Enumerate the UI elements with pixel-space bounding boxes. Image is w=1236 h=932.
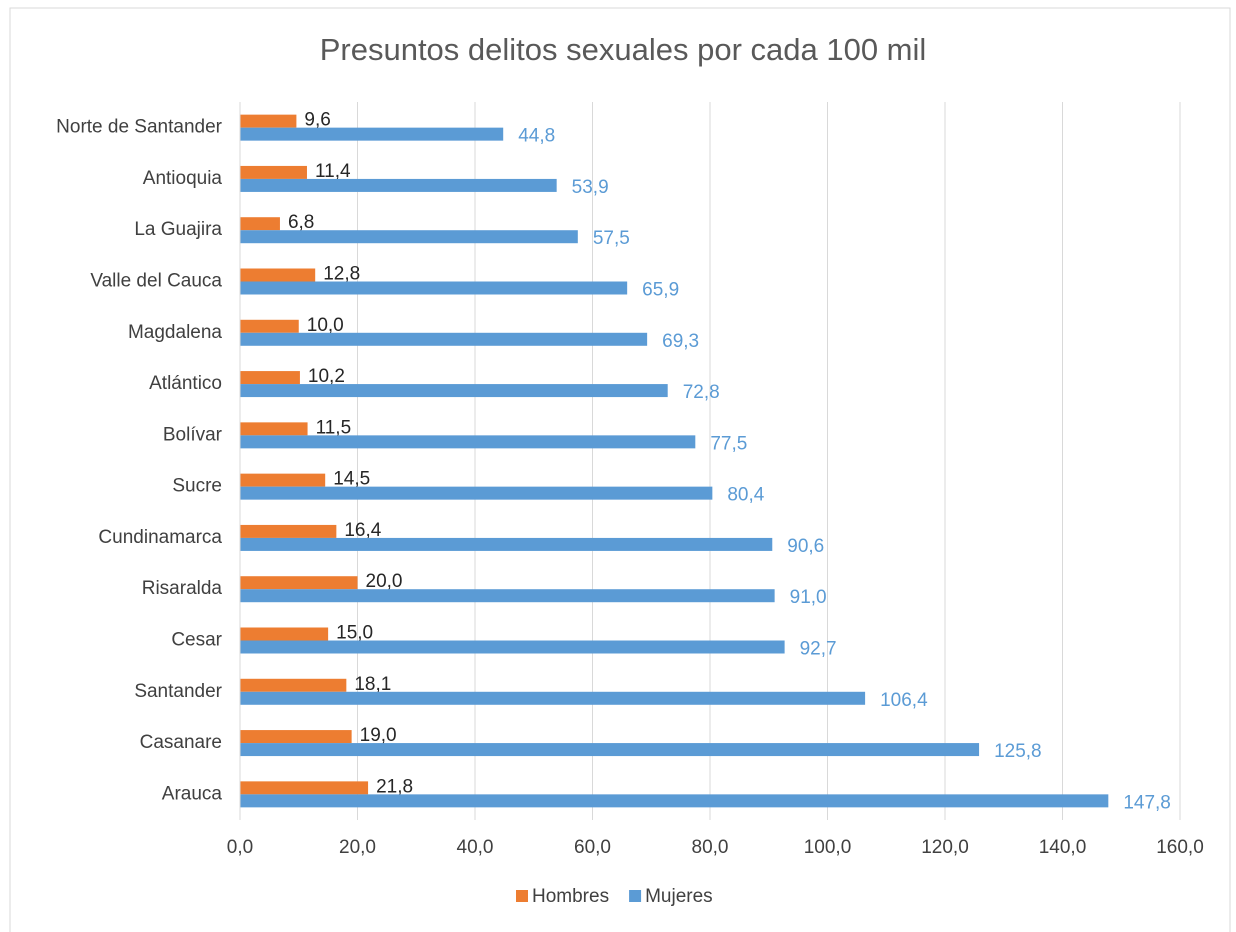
- bar: [240, 678, 347, 692]
- x-tick-label: 20,0: [339, 837, 376, 858]
- data-label: 44,8: [518, 126, 555, 147]
- bar: [240, 473, 326, 487]
- bar: [240, 114, 297, 128]
- data-label: 80,4: [727, 485, 764, 506]
- y-tick-label: Sucre: [172, 476, 222, 497]
- data-label: 14,5: [333, 469, 370, 490]
- data-label: 91,0: [790, 587, 827, 608]
- data-label: 106,4: [880, 690, 928, 711]
- y-tick-label: La Guajira: [134, 219, 222, 240]
- x-tick-label: 40,0: [457, 837, 494, 858]
- data-label: 16,4: [344, 520, 381, 541]
- data-label: 21,8: [376, 776, 413, 797]
- y-tick-label: Antioquia: [143, 168, 223, 189]
- x-tick-label: 120,0: [921, 837, 969, 858]
- legend-label: Mujeres: [645, 886, 713, 907]
- data-label: 19,0: [360, 725, 397, 746]
- bar: [240, 589, 775, 603]
- data-label: 20,0: [366, 571, 403, 592]
- bar: [240, 691, 866, 705]
- data-label: 9,6: [304, 110, 330, 131]
- chart-title: Presuntos delitos sexuales por cada 100 …: [320, 32, 927, 67]
- y-tick-label: Magdalena: [128, 322, 222, 343]
- data-label: 53,9: [572, 177, 609, 198]
- bar: [240, 319, 299, 333]
- y-tick-label: Risaralda: [142, 578, 223, 599]
- data-label: 69,3: [662, 331, 699, 352]
- bar: [240, 743, 980, 757]
- bar: [240, 537, 773, 551]
- data-label: 10,0: [307, 315, 344, 336]
- bar: [240, 435, 696, 449]
- data-label: 77,5: [710, 433, 747, 454]
- y-tick-label: Santander: [134, 681, 222, 702]
- x-tick-label: 160,0: [1156, 837, 1204, 858]
- y-tick-label: Valle del Cauca: [90, 271, 222, 292]
- legend-swatch: [629, 890, 642, 902]
- y-tick-label: Arauca: [162, 783, 223, 804]
- y-tick-label: Cundinamarca: [98, 527, 222, 548]
- bar: [240, 640, 785, 654]
- bar: [240, 422, 308, 436]
- legend-swatch: [516, 890, 528, 902]
- y-tick-label: Bolívar: [163, 424, 223, 445]
- data-label: 57,5: [593, 228, 630, 249]
- data-label: 92,7: [800, 639, 837, 660]
- data-label: 125,8: [994, 741, 1042, 762]
- data-label: 90,6: [787, 536, 824, 557]
- data-label: 12,8: [323, 264, 360, 285]
- data-label: 18,1: [354, 674, 391, 695]
- data-label: 11,5: [316, 417, 352, 438]
- bar: [240, 178, 557, 192]
- y-tick-label: Atlántico: [149, 373, 222, 394]
- bar: [240, 165, 307, 179]
- bar: [240, 230, 578, 244]
- x-tick-label: 80,0: [692, 837, 729, 858]
- bar: [240, 371, 300, 385]
- bar: [240, 384, 668, 398]
- bar: [240, 794, 1109, 808]
- data-label: 147,8: [1123, 792, 1171, 813]
- bar: [240, 524, 337, 538]
- y-tick-label: Cesar: [171, 630, 222, 651]
- x-tick-label: 60,0: [574, 837, 611, 858]
- data-label: 72,8: [683, 382, 720, 403]
- x-tick-label: 100,0: [804, 837, 852, 858]
- bar: [240, 486, 713, 500]
- chart-border: [9, 7, 1231, 932]
- data-label: 6,8: [288, 212, 314, 233]
- x-tick-label: 140,0: [1039, 837, 1087, 858]
- y-tick-label: Norte de Santander: [56, 117, 223, 138]
- data-label: 15,0: [336, 623, 373, 644]
- bar: [240, 217, 280, 231]
- bar: [240, 332, 648, 346]
- bar: [240, 127, 504, 141]
- bar: [240, 576, 358, 590]
- data-label: 10,2: [308, 366, 345, 387]
- bar: [240, 268, 316, 282]
- bar: [240, 281, 628, 295]
- y-tick-label: Casanare: [140, 732, 222, 753]
- x-tick-label: 0,0: [227, 837, 253, 858]
- bar: [240, 730, 352, 744]
- data-label: 11,4: [315, 161, 351, 182]
- bar: [240, 627, 329, 641]
- data-label: 65,9: [642, 280, 679, 301]
- legend-label: Hombres: [532, 886, 609, 907]
- bar: [240, 781, 369, 795]
